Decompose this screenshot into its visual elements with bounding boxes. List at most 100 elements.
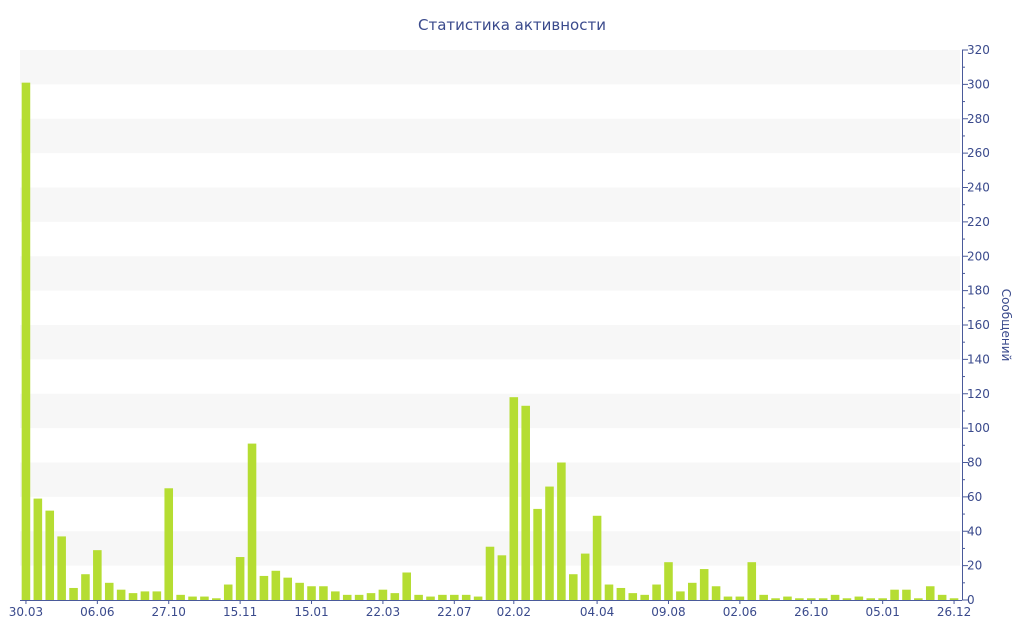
y-tick-label: 120 xyxy=(967,387,990,401)
bar xyxy=(604,584,614,600)
bar xyxy=(450,594,459,600)
bar xyxy=(830,594,840,600)
bar xyxy=(93,550,102,600)
bar xyxy=(188,596,197,600)
x-tick-label: 09.08 xyxy=(651,605,685,619)
y-tick-label: 300 xyxy=(967,77,990,91)
y-tick-label: 0 xyxy=(967,593,975,607)
bar xyxy=(259,575,269,600)
bar xyxy=(735,596,745,600)
y-tick-label: 240 xyxy=(967,181,990,195)
bar xyxy=(378,589,388,600)
bar xyxy=(461,594,471,600)
grid-band xyxy=(20,50,960,85)
x-tick-label: 15.01 xyxy=(294,605,328,619)
y-tick-label: 260 xyxy=(967,146,990,160)
bar xyxy=(866,598,876,600)
grid-band xyxy=(20,325,960,360)
bar xyxy=(45,510,55,600)
y-tick-label: 200 xyxy=(967,249,990,263)
bar xyxy=(771,598,780,600)
bar xyxy=(402,572,411,600)
bar xyxy=(545,486,554,600)
bar xyxy=(223,584,233,600)
bar xyxy=(557,462,566,600)
bar xyxy=(295,582,304,600)
bar xyxy=(854,596,864,600)
bar xyxy=(676,591,685,600)
grid-band xyxy=(20,118,960,154)
bar xyxy=(69,587,78,600)
bar xyxy=(342,594,352,600)
bar xyxy=(438,594,447,600)
bar xyxy=(664,562,673,600)
bar xyxy=(485,546,495,600)
bar xyxy=(354,594,364,600)
x-tick-label: 15.11 xyxy=(223,605,257,619)
bar xyxy=(902,589,911,600)
bar xyxy=(818,598,828,600)
x-tick-label: 26.10 xyxy=(794,605,828,619)
x-tick-label: 22.03 xyxy=(366,605,400,619)
grid-band xyxy=(20,187,960,222)
bar xyxy=(104,582,114,600)
bar xyxy=(949,598,959,600)
bar xyxy=(497,555,507,600)
x-tick-label: 22.07 xyxy=(437,605,471,619)
bar xyxy=(366,593,376,600)
bar xyxy=(21,82,31,600)
bar xyxy=(164,488,174,600)
bar xyxy=(795,598,804,600)
bar xyxy=(414,594,423,600)
bar xyxy=(473,596,483,600)
bar xyxy=(390,593,400,600)
bar xyxy=(235,557,245,600)
bar xyxy=(652,584,661,600)
bar xyxy=(569,574,578,600)
bar xyxy=(81,574,90,600)
bar xyxy=(271,570,281,600)
bar xyxy=(521,405,530,600)
bar xyxy=(200,596,209,600)
bar xyxy=(212,598,221,600)
bar xyxy=(640,594,649,600)
bar xyxy=(140,591,150,600)
bar xyxy=(878,598,887,600)
bars xyxy=(21,82,959,600)
x-tick-label: 02.02 xyxy=(497,605,531,619)
bar xyxy=(711,586,721,600)
y-tick-label: 280 xyxy=(967,112,990,126)
bar xyxy=(331,591,340,600)
grid-band xyxy=(20,462,960,497)
x-tick-label: 02.06 xyxy=(723,605,757,619)
bar xyxy=(914,598,923,600)
bar xyxy=(937,594,947,600)
bar xyxy=(925,586,935,600)
y-axis-title: Сообщений xyxy=(999,289,1013,362)
y-tick-label: 20 xyxy=(967,559,982,573)
bar xyxy=(723,596,733,600)
y-tick-label: 320 xyxy=(967,43,990,57)
bar xyxy=(687,582,697,600)
grid-bands xyxy=(20,50,960,566)
y-tick-label: 80 xyxy=(967,456,982,470)
x-tick-label: 06.06 xyxy=(80,605,114,619)
y-tick-label: 40 xyxy=(967,524,982,538)
x-tick-label: 04.04 xyxy=(580,605,614,619)
bar xyxy=(319,586,328,600)
bar xyxy=(592,515,602,600)
x-tick-label: 30.03 xyxy=(9,605,43,619)
bar xyxy=(307,586,316,600)
bar xyxy=(580,553,590,600)
bar xyxy=(890,589,899,600)
y-tick-label: 220 xyxy=(967,215,990,229)
bar xyxy=(57,536,66,600)
bar xyxy=(509,397,519,600)
bar xyxy=(628,593,638,600)
y-tick-label: 160 xyxy=(967,318,990,332)
bar xyxy=(152,591,162,600)
y-tick-label: 180 xyxy=(967,284,990,298)
bar xyxy=(33,498,43,600)
grid-band xyxy=(20,256,960,291)
